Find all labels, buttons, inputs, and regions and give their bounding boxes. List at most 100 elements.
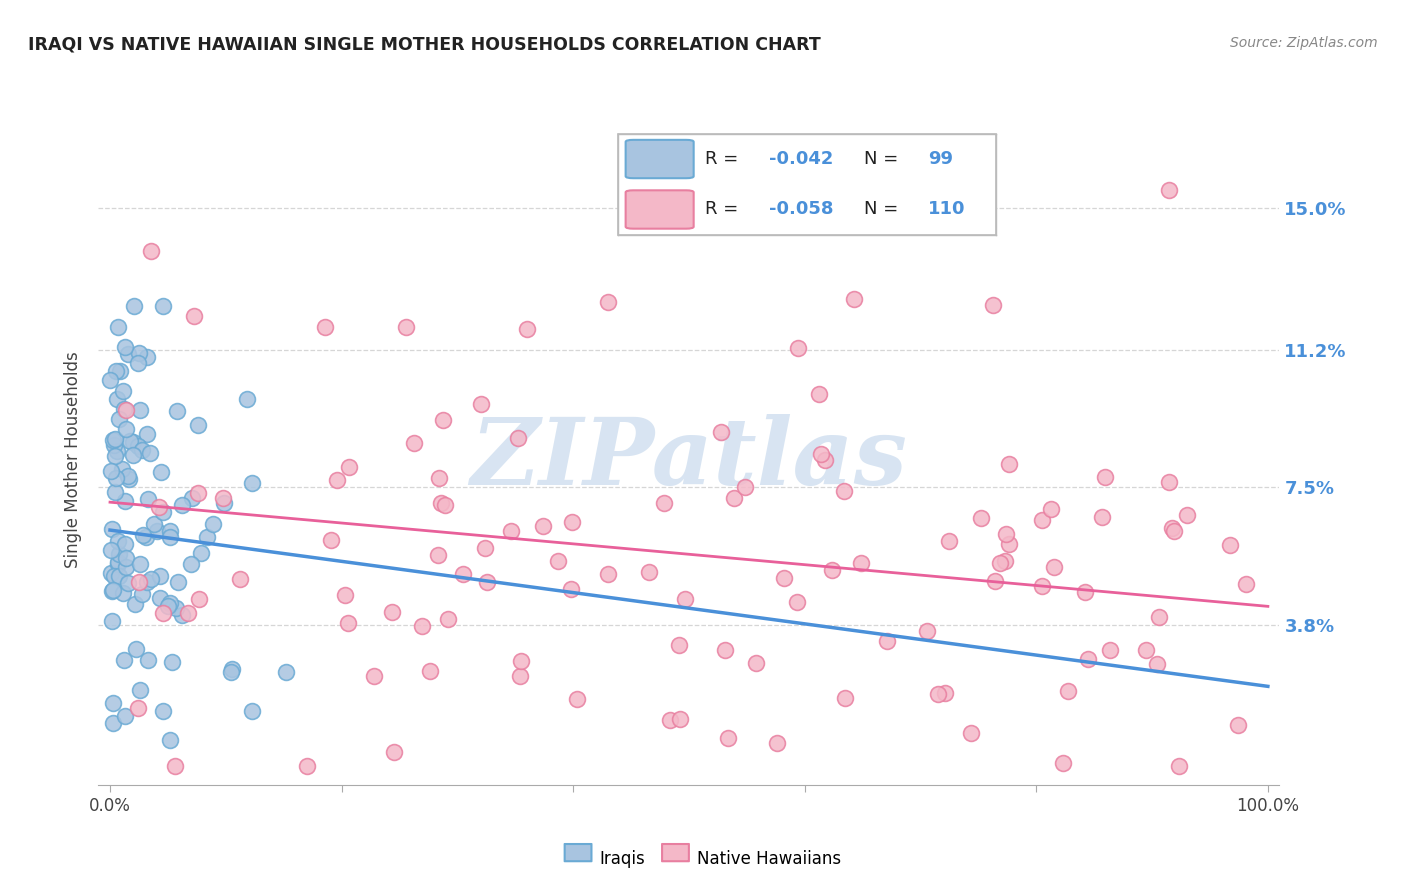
Point — [104, 449, 127, 463]
Point — [132, 528, 155, 542]
Point — [125, 642, 148, 657]
Point — [159, 524, 181, 539]
Point — [221, 663, 243, 677]
Point — [1031, 578, 1053, 592]
Point — [105, 470, 128, 484]
Point — [432, 413, 454, 427]
Point — [433, 498, 456, 512]
Point — [786, 341, 808, 355]
Point — [115, 551, 138, 566]
Point — [637, 565, 659, 579]
Point — [938, 534, 960, 549]
Point — [135, 575, 157, 590]
Point — [834, 483, 856, 498]
Point — [187, 486, 209, 500]
Point — [426, 548, 449, 562]
Point — [114, 340, 136, 354]
Point — [994, 554, 1017, 568]
Point — [1073, 585, 1095, 599]
Point — [170, 498, 193, 512]
Point — [127, 701, 149, 715]
Point — [437, 612, 460, 626]
Point — [1031, 513, 1053, 527]
Point — [118, 473, 141, 487]
Point — [114, 537, 136, 551]
Point — [117, 576, 139, 591]
Point — [212, 496, 235, 510]
Point — [335, 588, 357, 602]
Point — [163, 759, 186, 773]
Point — [115, 559, 138, 574]
Point — [166, 404, 188, 418]
Point — [103, 438, 125, 452]
Point — [112, 402, 135, 417]
Point — [531, 518, 554, 533]
Point — [1091, 509, 1114, 524]
Point — [717, 731, 740, 745]
Point — [101, 583, 124, 598]
Point — [673, 592, 696, 607]
Point — [561, 515, 583, 529]
Point — [112, 653, 135, 667]
Point — [1098, 643, 1121, 657]
Point — [156, 599, 179, 613]
Legend: Iraqis, Native Hawaiians: Iraqis, Native Hawaiians — [558, 843, 848, 875]
Point — [122, 299, 145, 313]
Text: IRAQI VS NATIVE HAWAIIAN SINGLE MOTHER HOUSEHOLDS CORRELATION CHART: IRAQI VS NATIVE HAWAIIAN SINGLE MOTHER H… — [28, 36, 821, 54]
Point — [240, 704, 263, 718]
Point — [211, 491, 233, 505]
Point — [117, 469, 139, 483]
Point — [136, 426, 159, 441]
Point — [984, 574, 1007, 589]
Point — [988, 556, 1011, 570]
Point — [1159, 183, 1181, 197]
Point — [127, 355, 149, 369]
Point — [560, 582, 582, 596]
Point — [131, 442, 153, 457]
Point — [105, 392, 128, 406]
Point — [998, 457, 1021, 471]
Point — [121, 448, 143, 462]
Point — [104, 432, 127, 446]
Point — [105, 443, 128, 458]
Point — [219, 665, 242, 680]
Point — [567, 691, 589, 706]
Point — [598, 295, 620, 310]
Point — [108, 364, 131, 378]
Point — [652, 496, 675, 510]
Point — [159, 733, 181, 747]
Point — [108, 547, 131, 561]
Point — [202, 516, 225, 531]
Point — [501, 524, 523, 538]
Point — [765, 735, 787, 749]
Point — [128, 403, 150, 417]
Point — [1052, 756, 1074, 770]
Point — [363, 668, 385, 682]
Point — [1057, 683, 1080, 698]
Point — [149, 569, 172, 583]
Point — [159, 530, 181, 544]
Point — [509, 668, 531, 682]
Point — [474, 541, 496, 555]
Point — [1161, 521, 1184, 535]
Point — [734, 480, 756, 494]
Point — [124, 597, 146, 611]
Point — [516, 321, 538, 335]
Point — [128, 574, 150, 589]
Text: ZIPatlas: ZIPatlas — [471, 415, 907, 504]
Point — [1094, 470, 1116, 484]
Point — [117, 347, 139, 361]
Point — [314, 319, 336, 334]
Point — [180, 557, 202, 571]
Point — [145, 524, 167, 538]
Point — [998, 537, 1021, 551]
Point — [395, 320, 418, 334]
Point — [915, 624, 938, 638]
Point — [115, 422, 138, 436]
Point — [842, 293, 865, 307]
Point — [506, 431, 529, 445]
Point — [382, 745, 405, 759]
Point — [148, 500, 170, 514]
Point — [235, 392, 257, 407]
Point — [187, 592, 209, 607]
